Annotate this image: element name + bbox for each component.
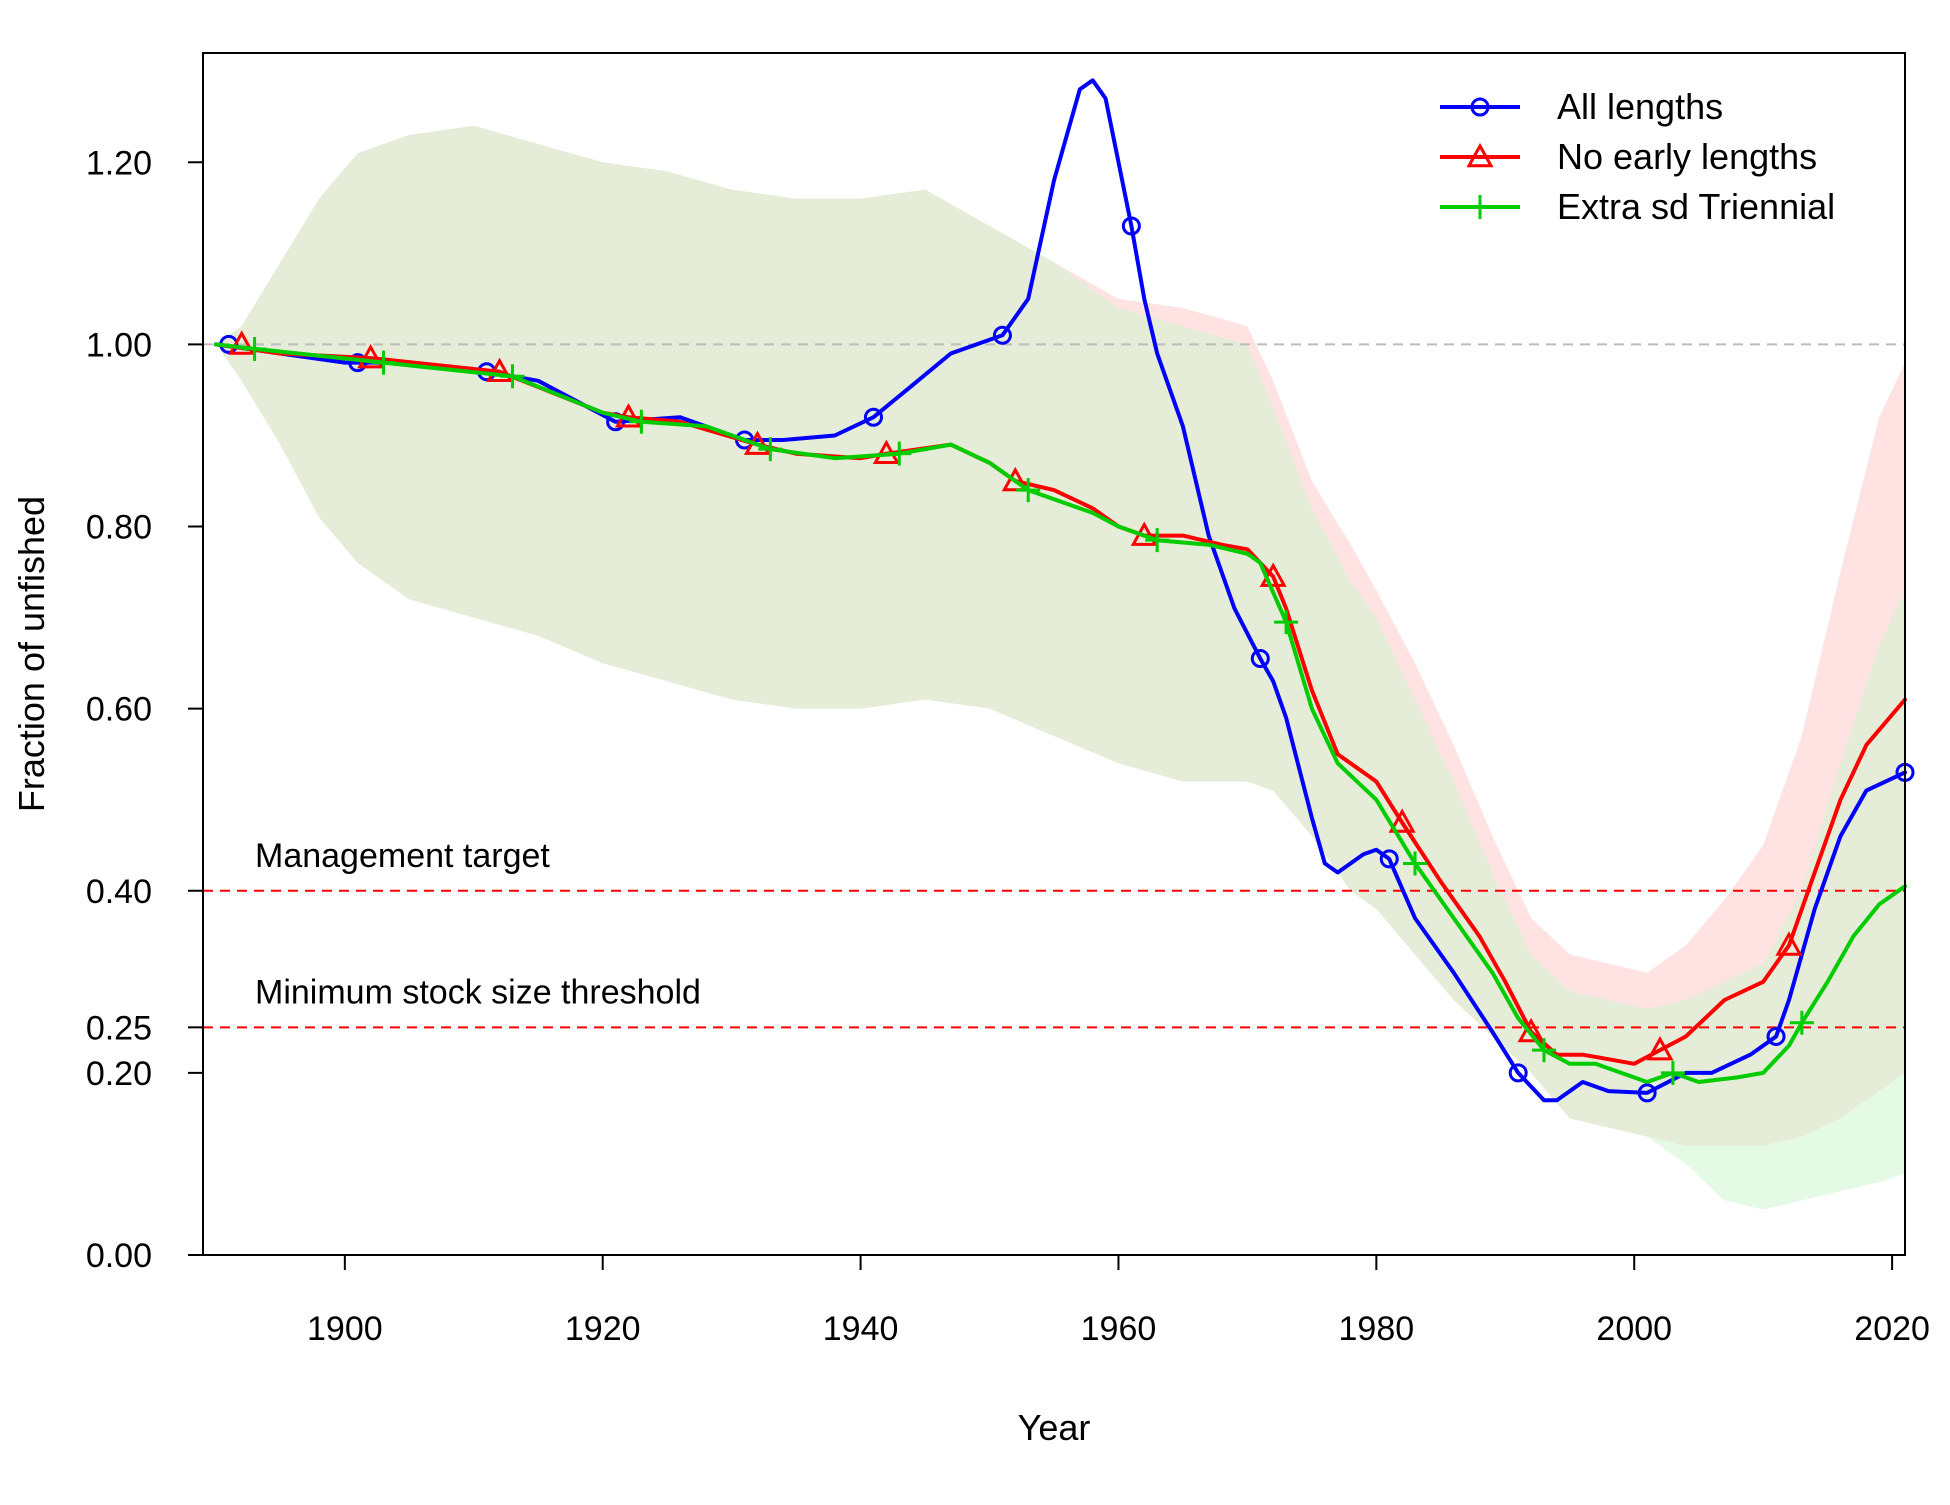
y-tick-label: 0.40 — [86, 873, 152, 911]
y-tick-label: 0.60 — [86, 691, 152, 729]
series-line — [213, 78, 1907, 1103]
circle-marker — [1508, 1063, 1528, 1083]
series-extra-sd-triennial — [213, 336, 1907, 1085]
circle-marker — [1470, 97, 1490, 117]
plus-marker — [1403, 851, 1428, 876]
x-tick-label: 1900 — [307, 1310, 383, 1348]
series-lines — [213, 78, 1915, 1103]
legend-item: Extra sd Triennial — [1440, 186, 1835, 227]
x-tick-label: 2000 — [1596, 1310, 1672, 1348]
triangle-marker — [357, 343, 385, 369]
x-tick-label: 1940 — [823, 1310, 899, 1348]
y-axis-label: Fraction of unfished — [11, 496, 52, 812]
series-all-lengths — [213, 78, 1915, 1103]
reference-line-label: Management target — [255, 837, 550, 875]
circle-marker — [992, 325, 1012, 345]
y-tick-label: 0.25 — [86, 1009, 152, 1047]
y-tick-label: 1.20 — [86, 144, 152, 182]
triangle-marker — [1646, 1036, 1674, 1061]
plus-marker — [371, 350, 396, 375]
circle-marker — [1637, 1083, 1657, 1103]
circle-marker — [863, 407, 883, 427]
plus-marker — [1145, 528, 1170, 553]
x-tick-label: 1920 — [565, 1310, 641, 1348]
y-tick-label: 0.80 — [86, 509, 152, 547]
plus-marker — [1274, 610, 1299, 635]
x-axis-label: Year — [1018, 1407, 1091, 1448]
plus-marker — [500, 364, 525, 389]
circle-marker — [1121, 216, 1141, 236]
y-tick-label: 1.00 — [86, 326, 152, 364]
x-tick-label: 1980 — [1339, 1310, 1415, 1348]
plus-marker — [1468, 195, 1492, 219]
plus-marker — [629, 409, 654, 434]
legend-label: No early lengths — [1557, 136, 1817, 177]
legend-label: Extra sd Triennial — [1557, 186, 1835, 227]
plus-marker — [1789, 1010, 1814, 1035]
legend-label: All lengths — [1557, 86, 1723, 127]
plus-marker — [887, 441, 912, 466]
reference-line-label: Minimum stock size threshold — [255, 973, 701, 1011]
x-tick-label: 1960 — [1081, 1310, 1157, 1348]
legend: All lengths No early lengths Extra sd Trie… — [1440, 86, 1835, 227]
triangle-marker — [1775, 931, 1803, 956]
plot-frame — [202, 52, 1906, 1256]
plus-marker — [1660, 1060, 1685, 1085]
y-tick-label: 0.00 — [86, 1237, 152, 1275]
band-2 — [215, 125, 1905, 1210]
reference-lines: Management target Minimum stock size thre… — [203, 343, 1905, 1029]
triangle-marker — [486, 357, 514, 383]
y-tick-label: 0.20 — [86, 1055, 152, 1093]
plus-marker — [1016, 478, 1041, 503]
legend-item: No early lengths — [1440, 136, 1817, 177]
plus-marker — [1531, 1038, 1556, 1063]
triangle-marker — [1001, 466, 1029, 492]
circle-marker — [1766, 1026, 1786, 1046]
plus-marker — [242, 336, 267, 361]
confidence-bands — [215, 125, 1905, 1210]
circle-marker — [1379, 849, 1399, 869]
triangle-marker — [1466, 142, 1494, 168]
plus-marker — [758, 437, 783, 462]
x-tick-label: 2020 — [1854, 1310, 1930, 1348]
axes: 1900 1920 1940 1960 1980 2000 2020 0.00 0.20 0.25… — [86, 144, 1930, 1348]
triangle-marker — [1388, 808, 1416, 833]
triangle-marker — [1517, 1017, 1545, 1043]
triangle-marker — [228, 330, 256, 355]
circle-marker — [1250, 649, 1270, 669]
series-line — [213, 342, 1907, 1084]
legend-item: All lengths — [1440, 86, 1723, 127]
